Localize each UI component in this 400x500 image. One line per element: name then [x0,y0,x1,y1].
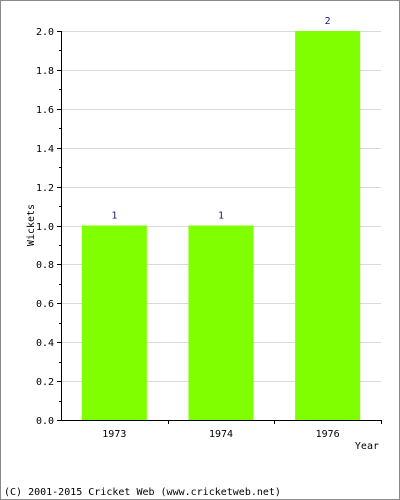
x-tick-label: 1973 [102,429,126,440]
y-tick-labels: 0.0 0.2 0.4 0.6 0.8 1.0 1.2 1.4 1.6 1.8 2.0 [36,27,54,427]
data-label: 1 [218,211,224,222]
y-axis-label: Wickets [26,204,37,246]
data-label: 1 [111,211,117,222]
x-tick-label: 1976 [316,429,340,440]
y-tick-label: 0.4 [36,338,54,349]
data-label: 2 [325,16,331,27]
copyright-text: (C) 2001-2015 Cricket Web (www.cricketwe… [4,487,281,498]
bar-1974 [188,225,254,420]
y-tick-label: 0.0 [36,416,54,427]
axes [57,31,382,424]
y-tick-label: 1.0 [36,222,54,233]
data-labels: 1 1 2 [111,16,330,222]
y-tick-label: 0.2 [36,377,54,388]
y-tick-label: 1.2 [36,183,54,194]
bars [81,31,361,420]
x-tick-label: 1974 [209,429,233,440]
y-tick-label: 2.0 [36,27,54,38]
x-axis-label: Year [355,441,379,452]
y-tick-label: 1.8 [36,66,54,77]
bar-1976 [295,31,361,420]
y-tick-label: 1.4 [36,144,54,155]
y-tick-label: 1.6 [36,105,54,116]
y-tick-label: 0.6 [36,299,54,310]
y-tick-label: 0.8 [36,260,54,271]
bar-1973 [81,225,147,420]
x-tick-labels: 1973 1974 1976 [102,429,339,440]
